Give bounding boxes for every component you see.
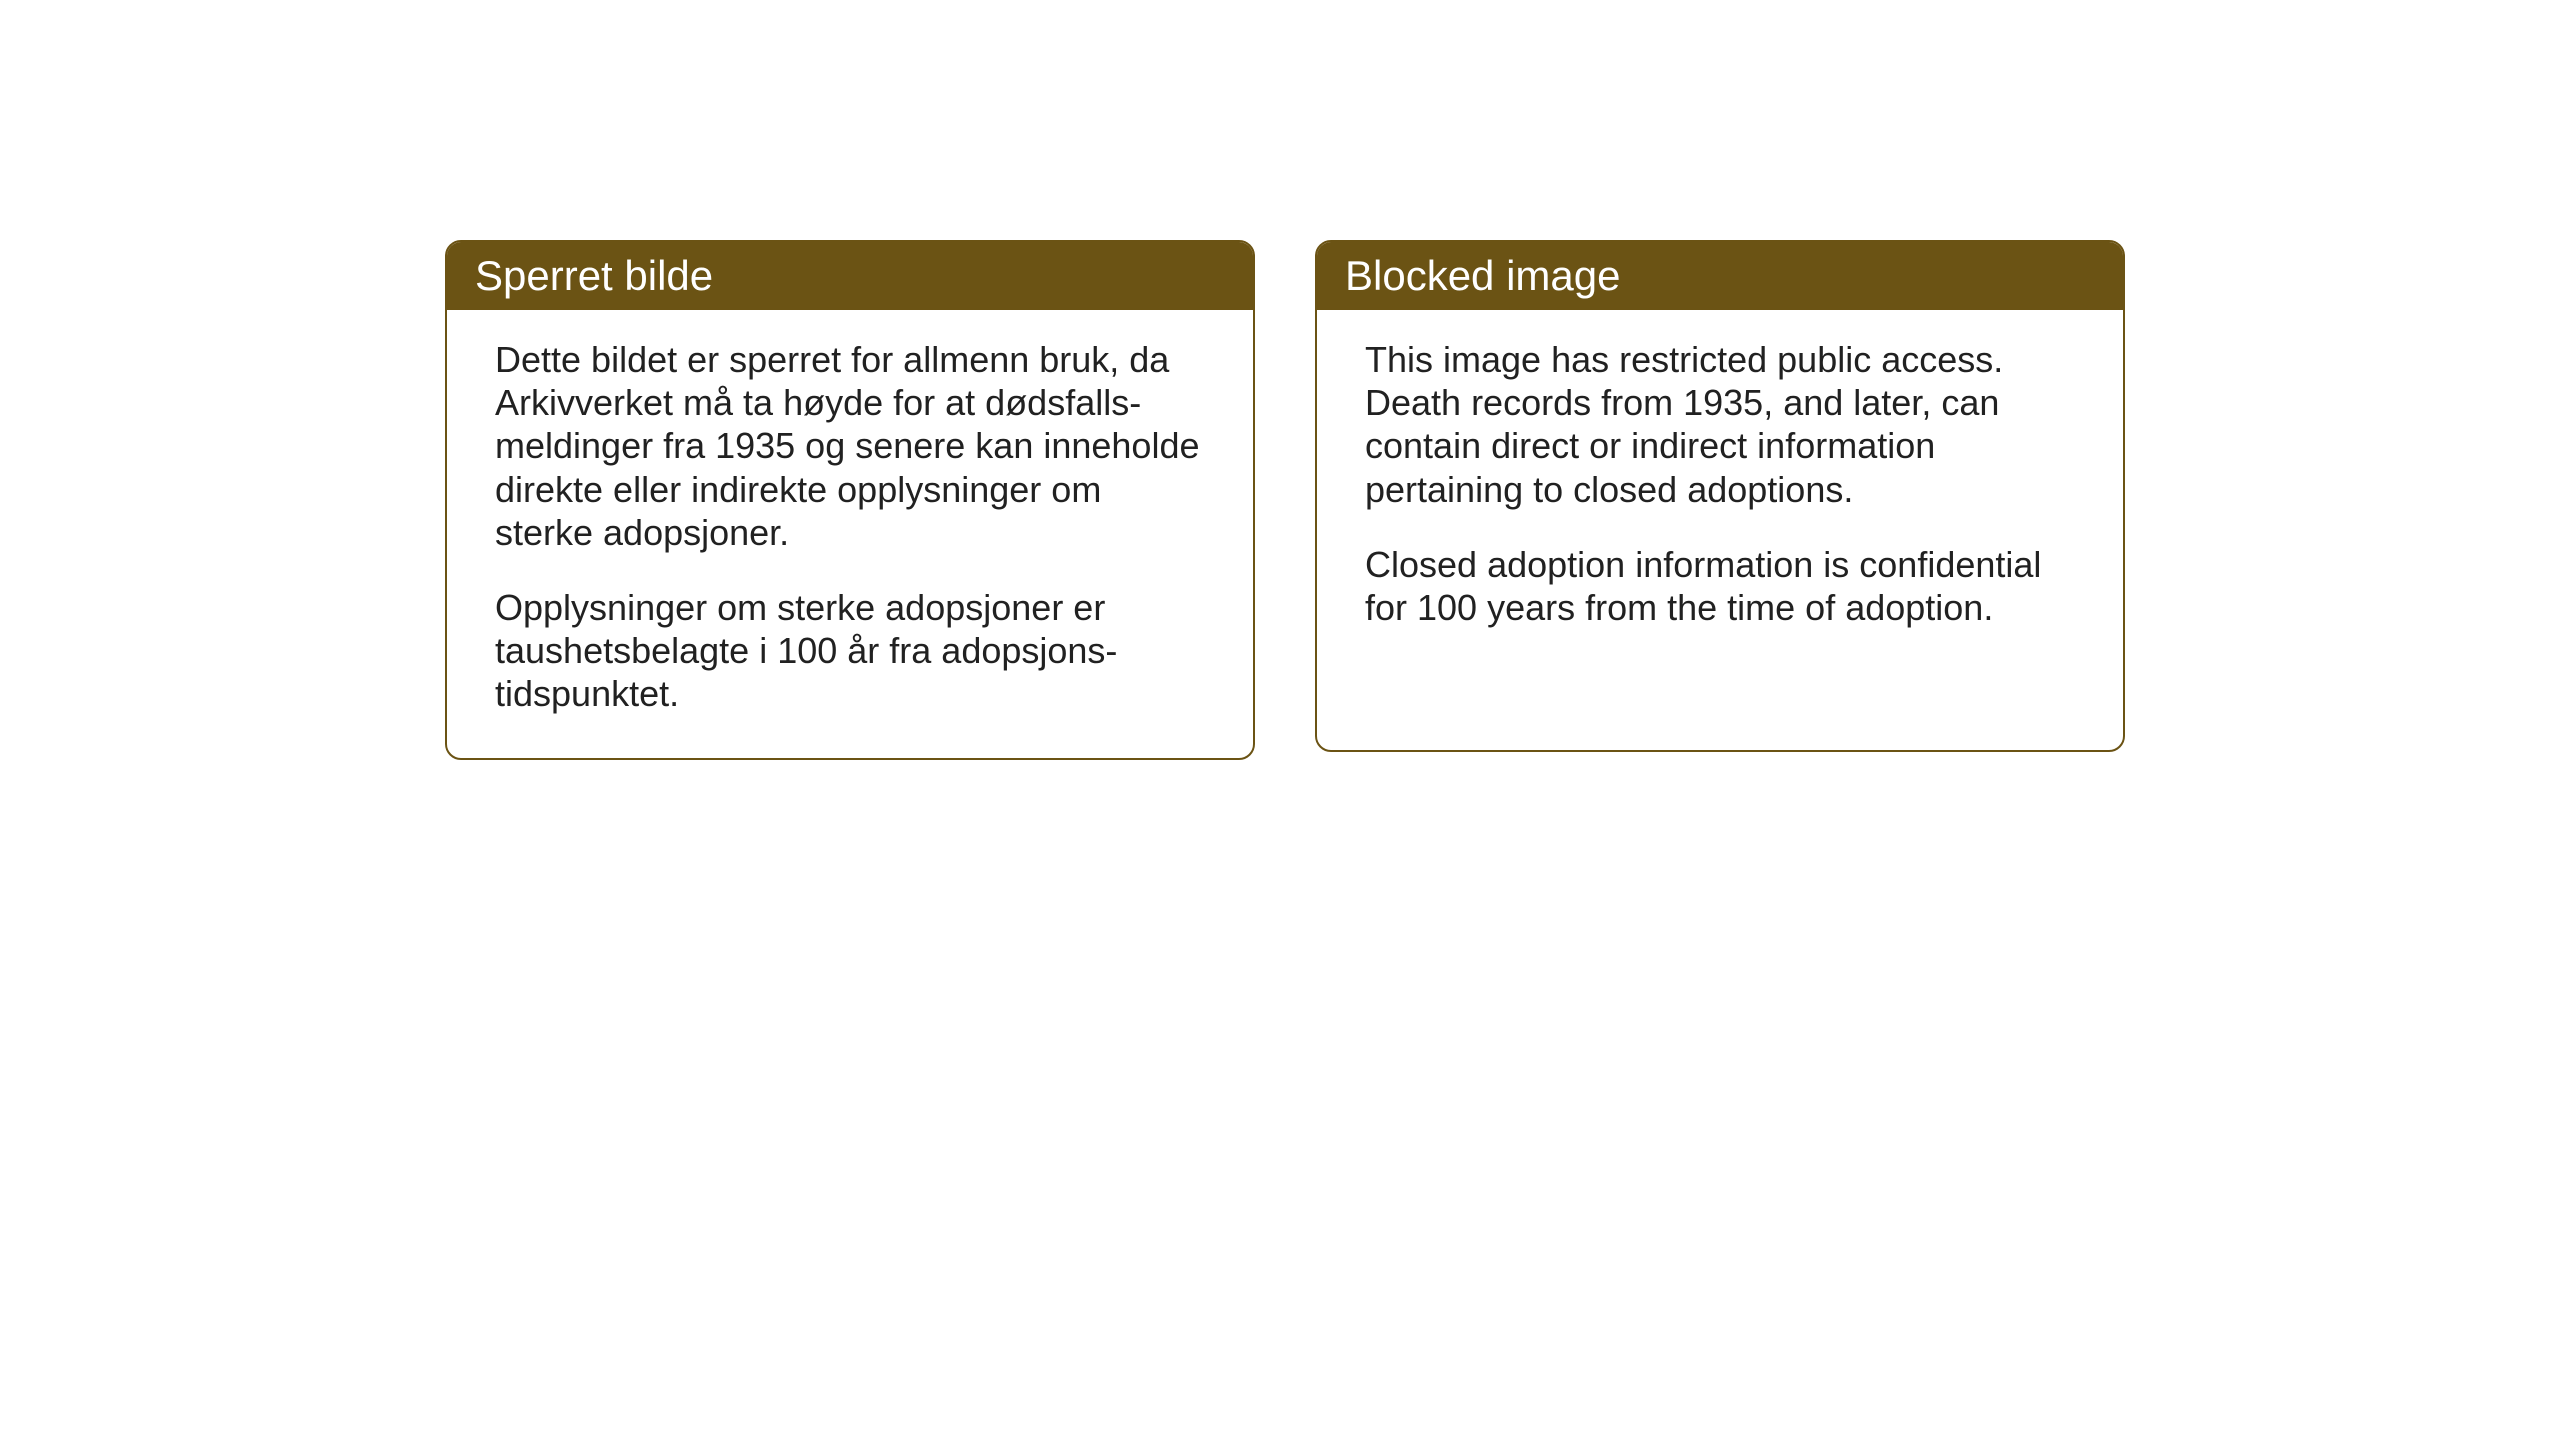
notice-cards-container: Sperret bilde Dette bildet er sperret fo… (445, 240, 2125, 760)
norwegian-card-title: Sperret bilde (447, 242, 1253, 310)
norwegian-para-2: Opplysninger om sterke adopsjoner er tau… (495, 586, 1205, 716)
english-card-body: This image has restricted public access.… (1317, 310, 2123, 671)
english-para-2: Closed adoption information is confident… (1365, 543, 2075, 629)
norwegian-card-body: Dette bildet er sperret for allmenn bruk… (447, 310, 1253, 758)
norwegian-notice-card: Sperret bilde Dette bildet er sperret fo… (445, 240, 1255, 760)
english-card-title: Blocked image (1317, 242, 2123, 310)
english-para-1: This image has restricted public access.… (1365, 338, 2075, 511)
english-notice-card: Blocked image This image has restricted … (1315, 240, 2125, 752)
norwegian-para-1: Dette bildet er sperret for allmenn bruk… (495, 338, 1205, 554)
